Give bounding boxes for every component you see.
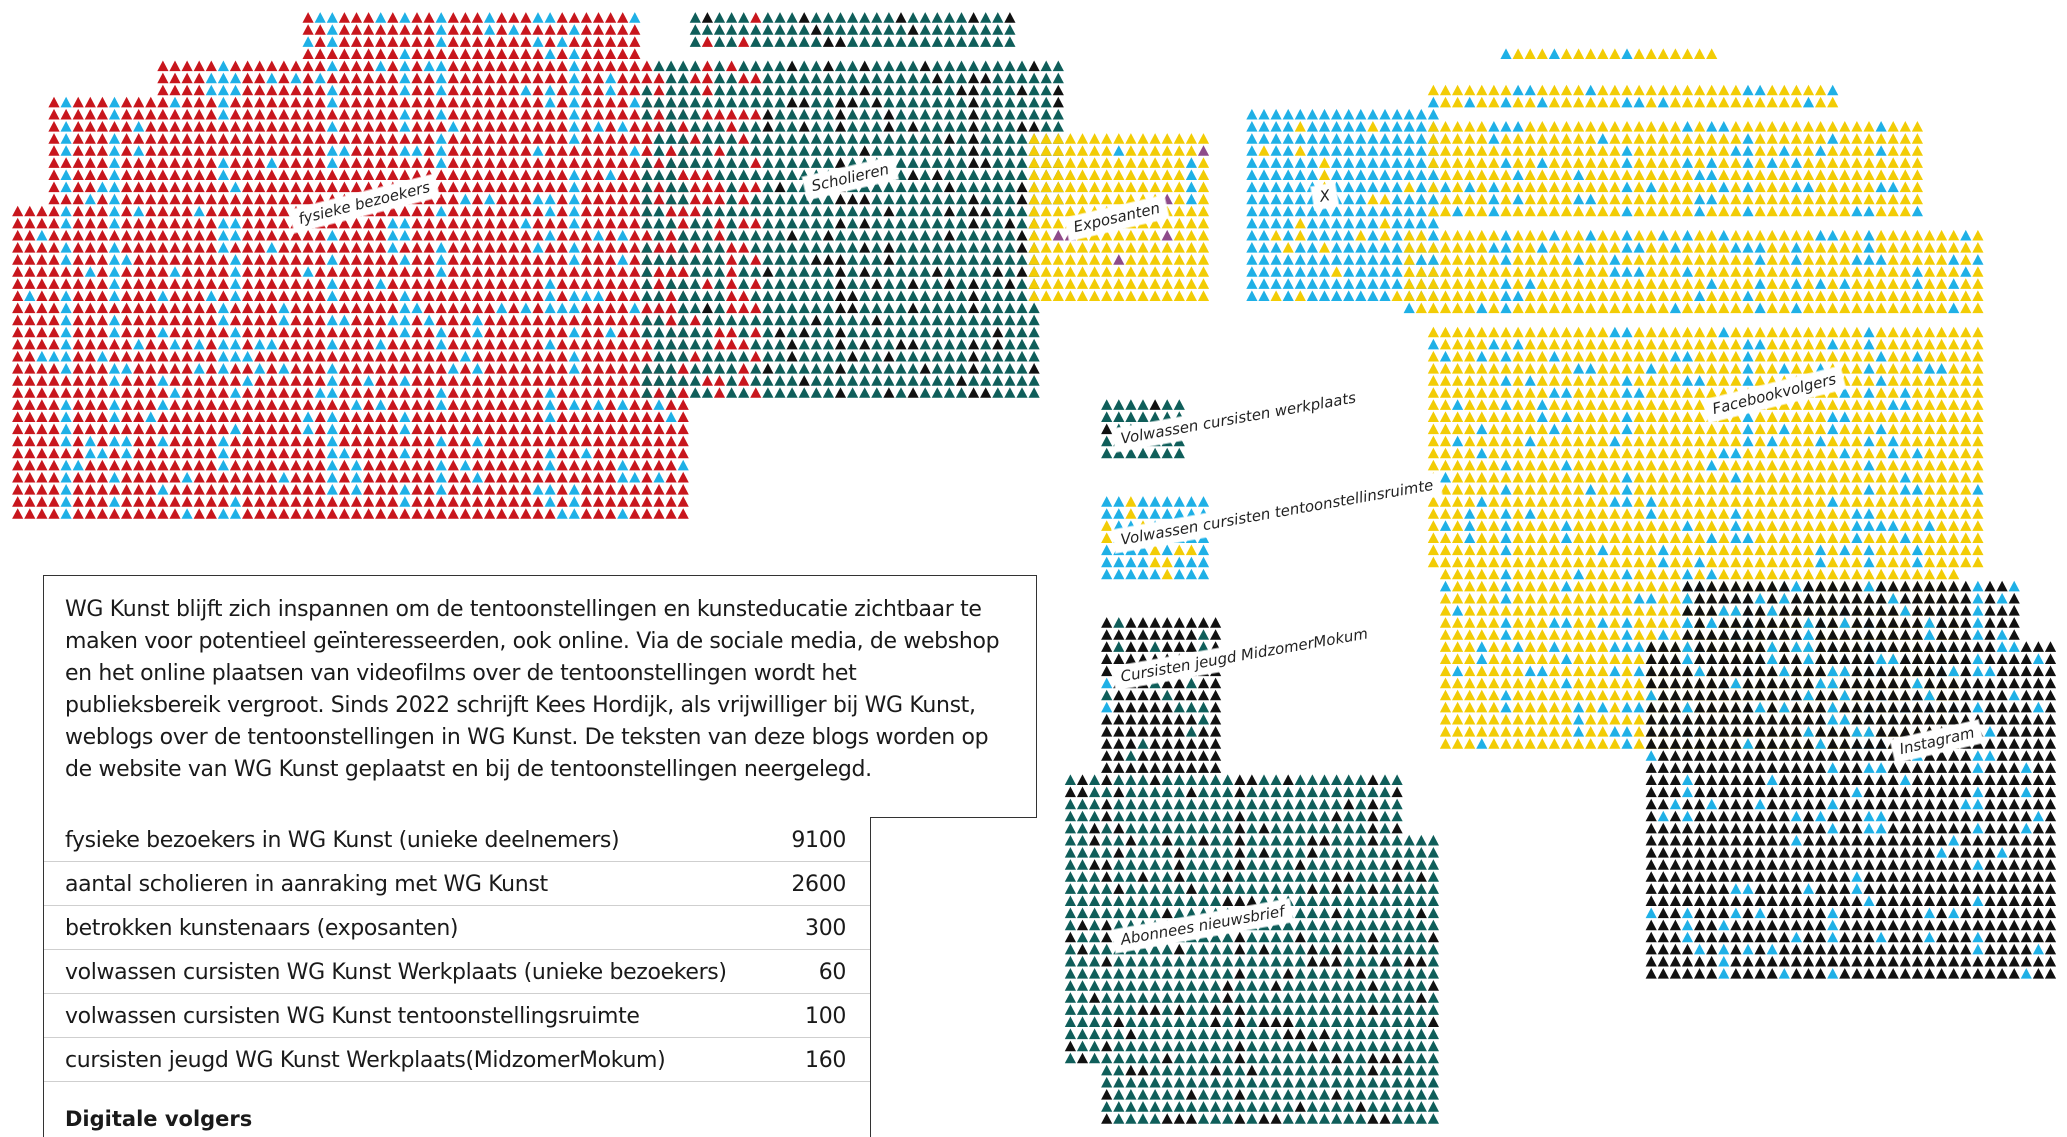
stat-value: 160 [805, 1047, 846, 1073]
triangle-marks [1101, 399, 1161, 447]
pictogram-cursisten-jeugd-midzomermokum [1101, 617, 1222, 773]
stats-table: fysieke bezoekers in WG Kunst (unieke de… [43, 817, 871, 1137]
pictogram-abonnees-nieuwsbrief [1064, 774, 1439, 1124]
triangle-marks [24, 12, 689, 519]
stat-value: 100 [805, 1003, 846, 1029]
label-x: X [1311, 182, 1339, 210]
pictogram-instagram [1645, 580, 2057, 979]
triangle-marks [1403, 48, 1984, 749]
stat-row: betrokken kunstenaars (exposanten) 300 [65, 907, 846, 949]
stat-value: 2600 [791, 871, 846, 897]
stat-value: 60 [818, 959, 847, 985]
intro-text-box: WG Kunst blijft zich inspannen om de ten… [43, 575, 1037, 818]
stat-value: 9100 [791, 827, 846, 853]
triangle-marks [1064, 774, 1439, 1124]
stat-label: volwassen cursisten WG Kunst Werkplaats … [65, 959, 727, 985]
stat-label: cursisten jeugd WG Kunst Werkplaats(Midz… [65, 1047, 666, 1073]
triangle-marks [1113, 145, 1197, 205]
stat-label: betrokken kunstenaars (exposanten) [65, 915, 459, 941]
stat-label: volwassen cursisten WG Kunst tentoonstel… [65, 1003, 640, 1029]
row-divider [44, 1081, 870, 1082]
pictogram-fysieke-bezoekers [12, 12, 689, 519]
triangle-marks [1645, 580, 2057, 979]
stat-label: fysieke bezoekers in WG Kunst (unieke de… [65, 827, 620, 853]
stat-row: volwassen cursisten WG Kunst Werkplaats … [65, 951, 846, 993]
intro-paragraph: WG Kunst blijft zich inspannen om de ten… [65, 597, 1000, 782]
triangle-marks [1101, 617, 1222, 773]
stat-row: fysieke bezoekers in WG Kunst (unieke de… [65, 819, 846, 861]
triangle-marks [641, 12, 1064, 398]
stat-value: 300 [805, 915, 846, 941]
pictogram-exposanten [1028, 133, 1210, 301]
row-divider [44, 861, 870, 862]
row-divider [44, 905, 870, 906]
triangle-marks [1028, 133, 1210, 301]
triangle-marks [1645, 580, 2044, 979]
row-divider [44, 1037, 870, 1038]
stat-row: volwassen cursisten WG Kunst tentoonstel… [65, 995, 846, 1037]
stat-row: cursisten jeugd WG Kunst Werkplaats(Midz… [65, 1039, 846, 1081]
digital-followers-heading: Digitale volgers [65, 1107, 253, 1131]
triangle-marks [1101, 677, 1113, 713]
pictogram-scholieren [641, 12, 1064, 398]
stat-row: aantal scholieren in aanraking met WG Ku… [65, 863, 846, 905]
row-divider [44, 993, 870, 994]
stat-label: aantal scholieren in aanraking met WG Ku… [65, 871, 548, 897]
row-divider [44, 949, 870, 950]
pictogram-facebookvolgers [1403, 48, 1984, 749]
